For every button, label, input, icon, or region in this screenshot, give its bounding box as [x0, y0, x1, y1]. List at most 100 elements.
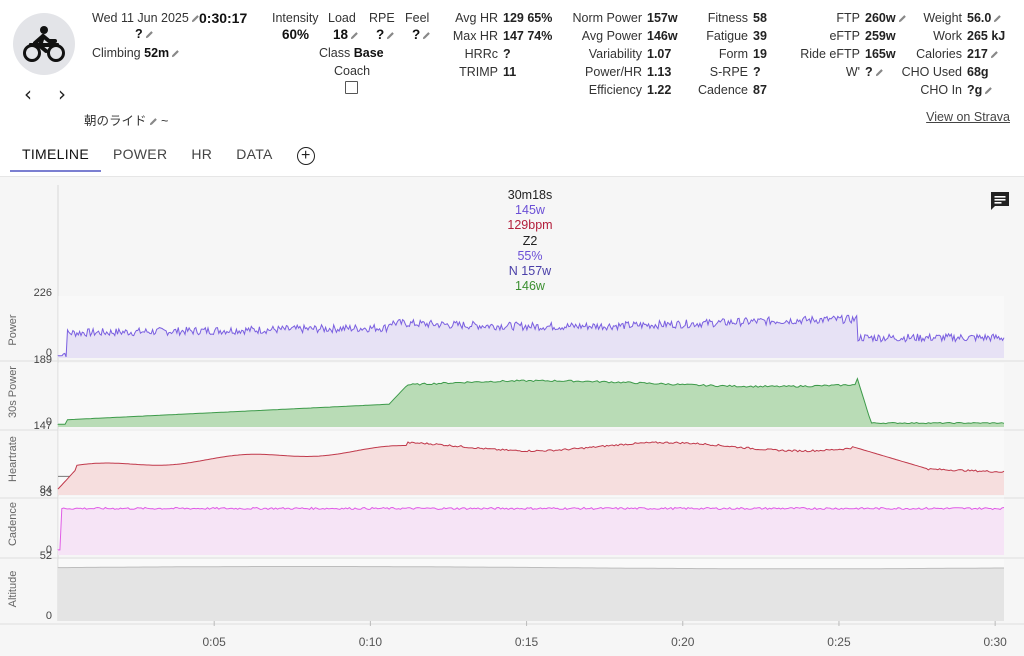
chevron-left-icon[interactable]: ‹ — [24, 82, 32, 106]
stat-value: ? — [753, 65, 761, 79]
chart-tooltip: 30m18s 145w 129bpm Z2 55% N 157w 146w — [470, 188, 590, 294]
stat-label: CHO In — [920, 83, 962, 97]
pencil-icon[interactable] — [145, 30, 154, 39]
y-tick-min: 0 — [45, 544, 52, 556]
hr-series-fill — [58, 441, 1004, 495]
tooltip-time: 30m18s — [507, 188, 553, 202]
stat-calories[interactable]: Calories 217 — [852, 45, 1024, 63]
pencil-icon[interactable] — [386, 31, 395, 40]
x-tick-label: 0:20 — [671, 635, 695, 649]
stat-label: Fitness — [707, 11, 748, 25]
stat-efficiency: Efficiency 1.22 — [532, 81, 752, 99]
y-tick-max: 52 — [39, 550, 52, 562]
activity-title[interactable]: 朝のライド ~ — [84, 114, 169, 128]
stat-eftp: eFTP 259w — [750, 27, 970, 45]
stat-value: ? — [503, 47, 511, 61]
feel-value[interactable]: ? — [412, 27, 431, 42]
tooltip-zone: Z2 — [522, 233, 538, 248]
stat-avg-power: Avg Power 146w — [532, 27, 752, 45]
pencil-icon[interactable] — [990, 50, 999, 59]
rpe-value[interactable]: ? — [376, 27, 395, 42]
x-tick-label: 0:15 — [514, 635, 539, 649]
track-label-30s-power: 30s Power — [7, 366, 19, 418]
stat-cadence: Cadence 87 — [638, 81, 858, 99]
stat-value: ? — [865, 65, 873, 79]
y-tick-max: 93 — [39, 487, 52, 499]
stat-cho-in[interactable]: CHO In ?g — [852, 81, 1024, 99]
comment-icon[interactable] — [989, 190, 1011, 212]
view-on-strava-link[interactable]: View on Strava — [926, 110, 1010, 124]
stat-label: Weight — [923, 11, 962, 25]
stat-value: 58 — [753, 11, 767, 25]
stat-label: Form — [718, 47, 748, 61]
stat-form: Form 19 — [638, 45, 858, 63]
power30s-series-line — [57, 377, 1005, 425]
stat-s-rpe: S-RPE? — [638, 63, 858, 81]
tooltip-norm-power: N 157w — [508, 264, 552, 279]
coach-checkbox[interactable] — [345, 81, 358, 94]
pencil-icon[interactable] — [984, 86, 993, 95]
stat-value: 39 — [753, 29, 767, 43]
tooltip-pct: 55% — [517, 248, 543, 263]
stat-work: Work 265 kJ — [852, 27, 1024, 45]
load-label: Load — [328, 11, 356, 25]
climbing[interactable]: Climbing 52m — [92, 46, 180, 60]
stat-value: ?g — [967, 83, 983, 97]
pencil-icon[interactable] — [875, 68, 884, 77]
stat-label: CHO Used — [901, 65, 962, 79]
stat-value: 147 74% — [503, 29, 553, 43]
chevron-right-icon[interactable]: › — [58, 82, 66, 106]
stat-fatigue: Fatigue 39 — [638, 27, 858, 45]
stat-label: W' — [845, 65, 860, 79]
intensity-value: 60% — [282, 27, 310, 42]
stat-label: S-RPE — [709, 65, 748, 79]
stat-value: 146w — [647, 29, 678, 43]
pencil-icon[interactable] — [993, 14, 1002, 23]
stat-label: eFTP — [829, 29, 860, 43]
pencil-icon[interactable] — [171, 49, 180, 58]
x-tick-label: 0:25 — [827, 635, 851, 649]
track-label-heartrate: Heartrate — [7, 436, 19, 482]
pencil-icon[interactable] — [149, 117, 158, 126]
tab-bar: TIMELINE POWER HR DATA + — [10, 140, 315, 172]
track-label-cadence: Cadence — [7, 501, 19, 547]
stat-label: FTP — [836, 11, 860, 25]
stat-weight[interactable]: Weight 56.0 — [852, 9, 1024, 27]
load-value[interactable]: 18 — [333, 27, 359, 42]
pencil-icon[interactable] — [191, 14, 200, 23]
tab-timeline[interactable]: TIMELINE — [10, 140, 101, 172]
stat-w-[interactable]: W'? — [750, 63, 970, 81]
tooltip-hr: 129bpm — [507, 218, 553, 233]
stat-ftp[interactable]: FTP 260w — [750, 9, 970, 27]
tab-hr[interactable]: HR — [191, 146, 213, 162]
class-field: Class Base — [319, 46, 384, 60]
plus-circle-icon[interactable]: + — [296, 147, 315, 165]
pencil-icon[interactable] — [422, 31, 431, 40]
altitude-series-fill — [58, 566, 1004, 621]
activity-date[interactable]: Wed 11 Jun 2025 — [92, 11, 200, 25]
y-tick-min: 0 — [45, 347, 52, 359]
stat-value: 217 — [967, 47, 988, 61]
stat-value: 1.07 — [647, 47, 672, 61]
stat-value: 1.22 — [647, 83, 672, 97]
date-sub[interactable]: ? — [135, 27, 154, 41]
timeline-chart[interactable] — [0, 177, 1024, 656]
stat-label: Fatigue — [706, 29, 748, 43]
stat-label: Cadence — [697, 83, 748, 97]
y-tick-max: 226 — [33, 287, 52, 299]
coach-label: Coach — [334, 64, 371, 78]
stat-cho-used: CHO Used 68g — [852, 63, 1024, 81]
stat-value: 19 — [753, 47, 767, 61]
track-label-power: Power — [7, 314, 19, 346]
pencil-icon[interactable] — [350, 31, 359, 40]
tab-power[interactable]: POWER — [112, 146, 168, 162]
stat-value: 157w — [647, 11, 678, 25]
stat-label: Avg HR — [455, 11, 498, 25]
x-tick-label: 0:05 — [202, 635, 226, 649]
stat-label: Avg Power — [581, 29, 642, 43]
tab-data[interactable]: DATA — [236, 146, 273, 162]
x-tick-label: 0:10 — [358, 635, 383, 649]
pencil-icon[interactable] — [898, 14, 907, 23]
feel-label: Feel — [405, 11, 430, 25]
y-tick-min: 0 — [45, 416, 52, 428]
